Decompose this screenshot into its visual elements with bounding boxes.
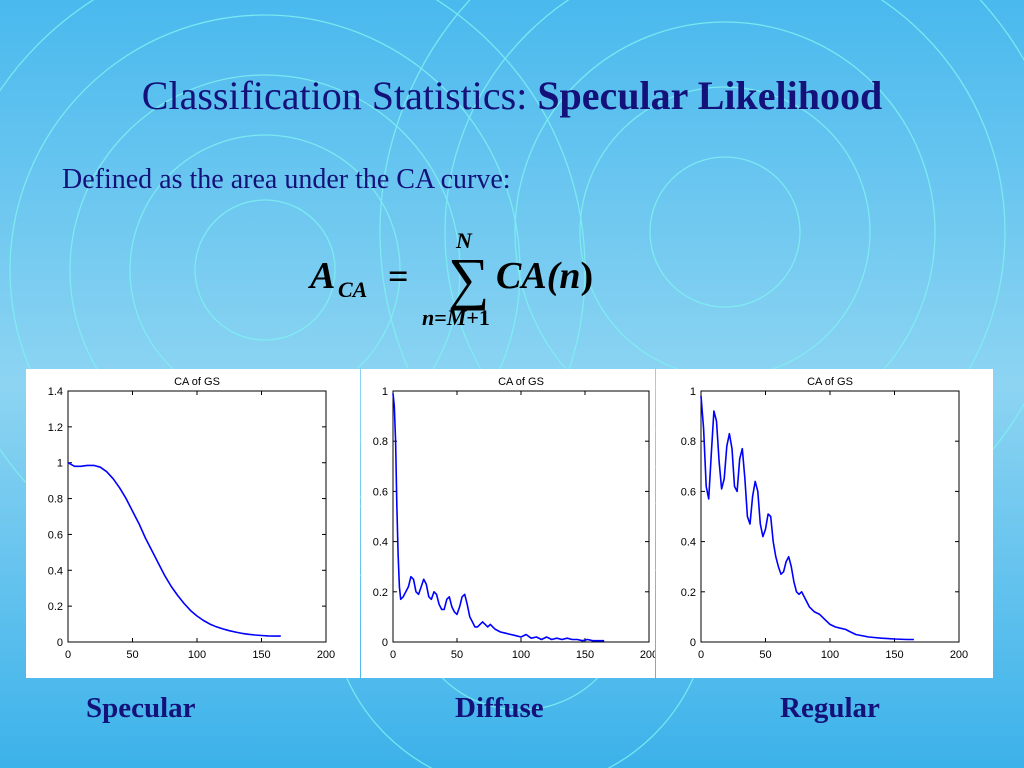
y-tick-label: 0.8 xyxy=(681,436,696,448)
caption-specular: Specular xyxy=(86,692,196,724)
formula-lhs-base: A xyxy=(308,255,335,297)
y-tick-label: 0.2 xyxy=(373,587,388,599)
y-tick-label: 0 xyxy=(382,637,388,649)
chart-title: CA of GS xyxy=(174,376,220,388)
x-tick-label: 50 xyxy=(759,649,771,661)
plot-area xyxy=(67,390,327,643)
caption-regular: Regular xyxy=(780,692,880,724)
chart-title: CA of GS xyxy=(498,376,544,388)
y-tick-label: 0 xyxy=(57,637,63,649)
y-tick-label: 1 xyxy=(382,386,388,398)
y-tick-label: 0.6 xyxy=(48,529,63,541)
chart-panel-regular: CA of GS 0 50 100 150 200 0 0.2 0.4 0.6 0.8 1 xyxy=(656,369,993,678)
ca-curve xyxy=(700,395,914,641)
slide-title: Classification Statistics: Specular Like… xyxy=(141,73,883,118)
y-tick-label: 1 xyxy=(57,458,63,470)
ca-curve xyxy=(392,393,605,642)
x-tick-label: 150 xyxy=(576,649,594,661)
x-tick-label: 50 xyxy=(451,649,463,661)
y-tick-label: 0.4 xyxy=(681,537,696,549)
x-tick-label: 200 xyxy=(950,649,968,661)
y-tick-label: 0.2 xyxy=(681,587,696,599)
plot-area xyxy=(392,390,650,643)
formula-lower-limit: n=M+1 xyxy=(422,305,490,330)
plot-area xyxy=(700,390,960,643)
x-tick-label: 200 xyxy=(317,649,335,661)
chart-panel-diffuse: CA of GS 0 50 100 150 200 0 0.2 0.4 0.6 0.8 1 xyxy=(361,369,655,678)
ca-chart-diffuse: CA of GS 0 50 100 150 200 0 0.2 0.4 0.6 0.8 1 xyxy=(373,376,655,661)
y-tick-label: 0 xyxy=(690,637,696,649)
y-tick-label: 0.8 xyxy=(48,494,63,506)
formula-term: CA(n) xyxy=(496,255,593,297)
x-tick-label: 100 xyxy=(188,649,206,661)
chart-panel-specular: CA of GS 0 50 100 150 200 0 0.2 0.4 0.6 0.8 1 1.2 1.4 xyxy=(26,369,360,678)
y-tick-label: 1 xyxy=(690,386,696,398)
x-tick-label: 0 xyxy=(390,649,396,661)
x-tick-label: 150 xyxy=(252,649,270,661)
y-tick-label: 0.4 xyxy=(373,537,388,549)
y-tick-label: 1.4 xyxy=(48,386,63,398)
y-tick-label: 0.6 xyxy=(373,486,388,498)
x-tick-label: 0 xyxy=(65,649,71,661)
y-tick-label: 0.2 xyxy=(48,601,63,613)
x-tick-label: 0 xyxy=(698,649,704,661)
slide-subtitle: Defined as the area under the CA curve: xyxy=(62,164,511,195)
x-tick-label: 200 xyxy=(640,649,655,661)
caption-diffuse: Diffuse xyxy=(455,692,544,724)
formula-equals: = xyxy=(388,256,409,296)
ca-curve xyxy=(67,462,281,637)
chart-title: CA of GS xyxy=(807,376,853,388)
area-formula: A CA = N ∑ n=M+1 CA(n) xyxy=(308,228,593,330)
x-tick-label: 100 xyxy=(821,649,839,661)
ca-chart-specular: CA of GS 0 50 100 150 200 0 0.2 0.4 0.6 0.8 1 1.2 1.4 xyxy=(48,376,335,661)
ca-chart-regular: CA of GS 0 50 100 150 200 0 0.2 0.4 0.6 0.8 1 xyxy=(681,376,968,661)
y-tick-label: 0.8 xyxy=(373,436,388,448)
x-tick-label: 50 xyxy=(126,649,138,661)
y-tick-label: 1.2 xyxy=(48,422,63,434)
formula-lhs-subscript: CA xyxy=(338,277,367,302)
x-tick-label: 150 xyxy=(885,649,903,661)
y-tick-label: 0.4 xyxy=(48,565,63,577)
formula-upper-limit: N xyxy=(455,228,473,253)
x-tick-label: 100 xyxy=(512,649,530,661)
formula-sum-symbol: ∑ xyxy=(448,246,489,311)
y-tick-label: 0.6 xyxy=(681,486,696,498)
